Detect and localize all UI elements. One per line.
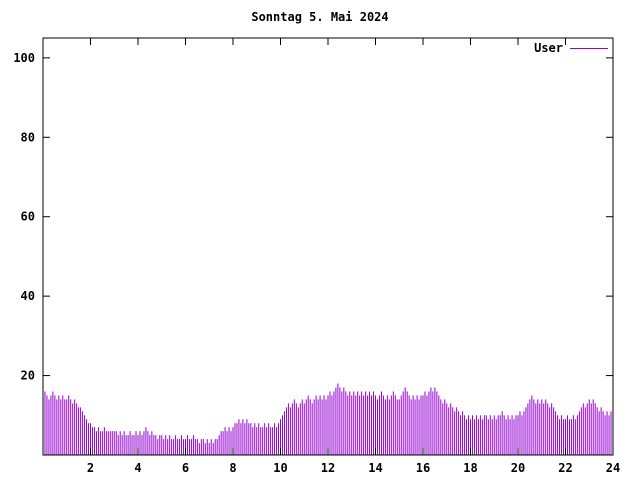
y-tick-label: 80 <box>21 130 35 144</box>
x-tick-label: 22 <box>558 461 572 475</box>
legend-label: User <box>534 41 563 55</box>
x-tick-label: 6 <box>182 461 189 475</box>
legend: User <box>534 41 608 55</box>
x-tick-label: 12 <box>321 461 335 475</box>
legend-line-sample <box>570 47 608 49</box>
x-tick-label: 8 <box>229 461 236 475</box>
y-tick-label: 60 <box>21 210 35 224</box>
x-tick-label: 10 <box>273 461 287 475</box>
x-tick-label: 16 <box>416 461 430 475</box>
y-tick-label: 40 <box>21 289 35 303</box>
plot-border <box>42 37 614 456</box>
x-tick-label: 2 <box>87 461 94 475</box>
chart-title: Sonntag 5. Mai 2024 <box>251 10 389 24</box>
x-tick-label: 4 <box>134 461 141 475</box>
x-tick-label: 24 <box>606 461 620 475</box>
x-tick-label: 20 <box>511 461 525 475</box>
y-tick-label: 100 <box>13 51 35 65</box>
x-tick-label: 18 <box>463 461 477 475</box>
x-tick-label: 14 <box>368 461 382 475</box>
y-tick-label: 20 <box>21 369 35 383</box>
